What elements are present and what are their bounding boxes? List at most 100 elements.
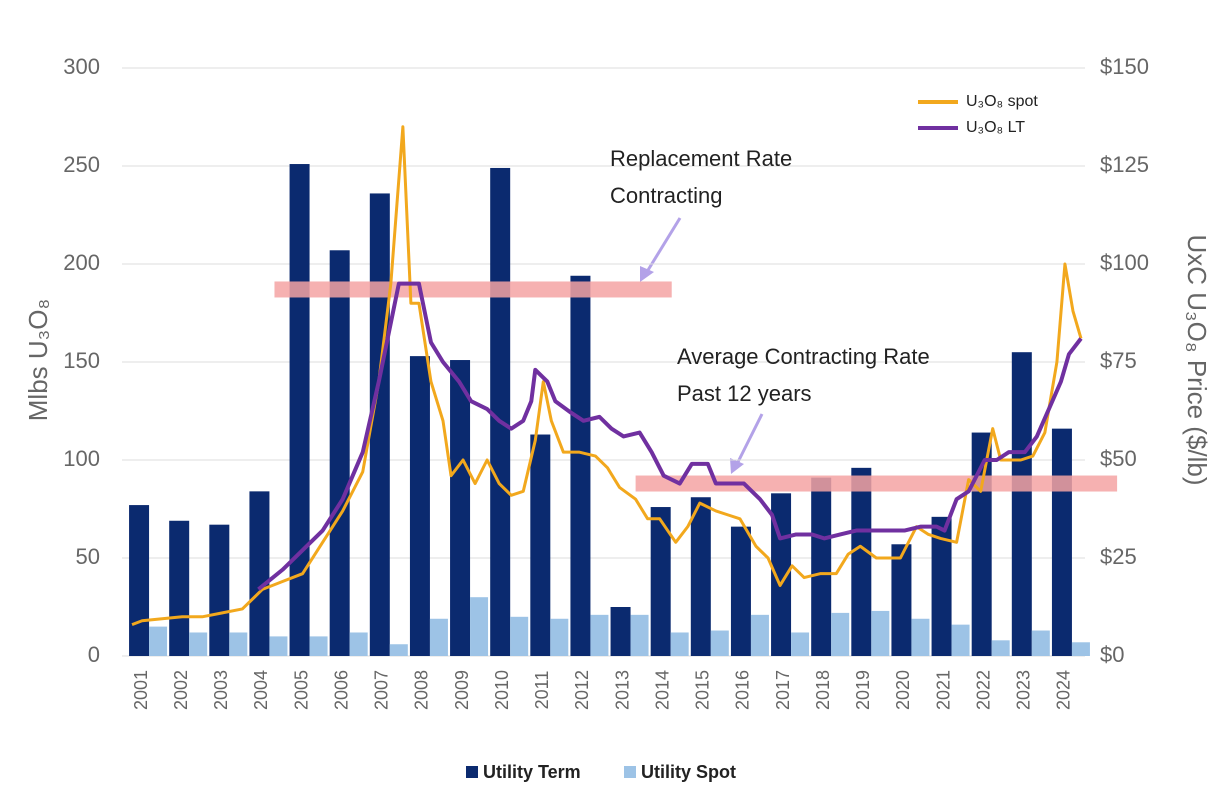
bar	[811, 477, 832, 656]
y-tick-label: 100	[63, 446, 100, 471]
y2-tick-label: $75	[1100, 348, 1137, 373]
legend-label: Utility Spot	[641, 762, 736, 782]
x-tick-label: 2020	[893, 670, 913, 710]
legend-label: U₃O₈ LT	[966, 119, 1025, 136]
y2-axis-label: UxC U₃O₈ Price ($/lb)	[1182, 234, 1212, 485]
x-tick-label: 2023	[1014, 670, 1034, 710]
bar	[771, 493, 792, 656]
bar	[149, 626, 168, 656]
bar	[630, 614, 649, 656]
arrow	[643, 217, 682, 276]
bar	[570, 275, 591, 656]
annotation: Replacement Rate	[610, 146, 792, 171]
bar	[931, 516, 952, 656]
bar	[911, 618, 930, 656]
x-tick-label: 2004	[251, 670, 271, 710]
bar	[1051, 428, 1072, 656]
bar	[851, 467, 872, 656]
annotation: Average Contracting Rate	[677, 344, 930, 369]
x-tick-label: 2005	[291, 670, 311, 710]
x-tick-label: 2021	[933, 670, 953, 710]
bar	[169, 520, 190, 656]
bar	[690, 497, 711, 656]
x-tick-label: 2013	[612, 670, 632, 710]
price-line	[131, 125, 1083, 627]
bar	[470, 597, 489, 656]
bar	[329, 250, 350, 656]
bar	[510, 616, 529, 656]
x-tick-label: 2011	[532, 671, 552, 710]
bar	[1011, 352, 1032, 656]
x-tick-label: 2003	[211, 670, 231, 710]
bar	[349, 632, 368, 656]
bar	[550, 618, 569, 656]
y-tick-label: 300	[63, 54, 100, 79]
bar	[450, 360, 471, 656]
y2-tick-label: $150	[1100, 54, 1149, 79]
bar	[249, 491, 270, 656]
x-tick-label: 2002	[171, 670, 191, 710]
x-tick-label: 2008	[412, 670, 432, 710]
bar	[309, 636, 328, 656]
reference-band	[274, 281, 672, 298]
reference-band	[635, 475, 1118, 492]
x-tick-label: 2006	[331, 670, 351, 710]
bar	[871, 610, 890, 656]
bar	[269, 636, 288, 656]
y2-tick-label: $50	[1100, 446, 1137, 471]
annotation: Contracting	[610, 183, 723, 208]
bar	[229, 632, 248, 656]
arrow-head	[640, 266, 654, 282]
annotation: Past 12 years	[677, 381, 812, 406]
x-tick-label: 2016	[733, 670, 753, 710]
y-tick-label: 150	[63, 348, 100, 373]
legend-swatch	[624, 766, 636, 778]
x-tick-label: 2007	[372, 670, 392, 710]
bar	[1031, 630, 1050, 656]
legend-label: Utility Term	[483, 762, 581, 782]
y-tick-label: 200	[63, 250, 100, 275]
bar	[710, 630, 729, 656]
bar	[891, 544, 912, 656]
y2-tick-label: $0	[1100, 642, 1124, 667]
bar	[610, 607, 631, 656]
bar	[750, 614, 769, 656]
y-axis-label: Mlbs U₃O₈	[23, 299, 53, 421]
arrow	[734, 413, 764, 467]
legend-label: U₃O₈ spot	[966, 93, 1038, 110]
arrow-head	[730, 458, 744, 474]
x-tick-label: 2001	[131, 670, 151, 710]
bar	[991, 640, 1010, 656]
y2-tick-label: $25	[1100, 544, 1137, 569]
price-line	[257, 281, 1083, 591]
bar	[189, 632, 208, 656]
y2-tick-label: $100	[1100, 250, 1149, 275]
bar	[1071, 642, 1090, 656]
x-tick-label: 2010	[492, 670, 512, 710]
x-tick-label: 2022	[973, 670, 993, 710]
bar	[369, 193, 390, 656]
bar	[289, 164, 310, 657]
bar	[429, 618, 448, 656]
bar	[670, 632, 689, 656]
bar	[209, 524, 230, 656]
x-tick-label: 2009	[452, 670, 472, 710]
bar	[791, 632, 810, 656]
bar	[530, 434, 551, 656]
x-tick-label: 2017	[773, 670, 793, 710]
bar	[650, 507, 671, 656]
y-tick-label: 0	[88, 642, 100, 667]
x-tick-label: 2019	[853, 670, 873, 710]
bar	[490, 167, 511, 656]
x-tick-label: 2018	[813, 670, 833, 710]
bar	[951, 624, 970, 656]
x-tick-label: 2014	[652, 670, 672, 710]
y-tick-label: 250	[63, 152, 100, 177]
y-tick-label: 50	[76, 544, 100, 569]
x-tick-label: 2024	[1054, 670, 1074, 710]
bar	[730, 526, 751, 656]
y2-tick-label: $125	[1100, 152, 1149, 177]
x-tick-label: 2012	[572, 670, 592, 710]
bar	[590, 614, 609, 656]
